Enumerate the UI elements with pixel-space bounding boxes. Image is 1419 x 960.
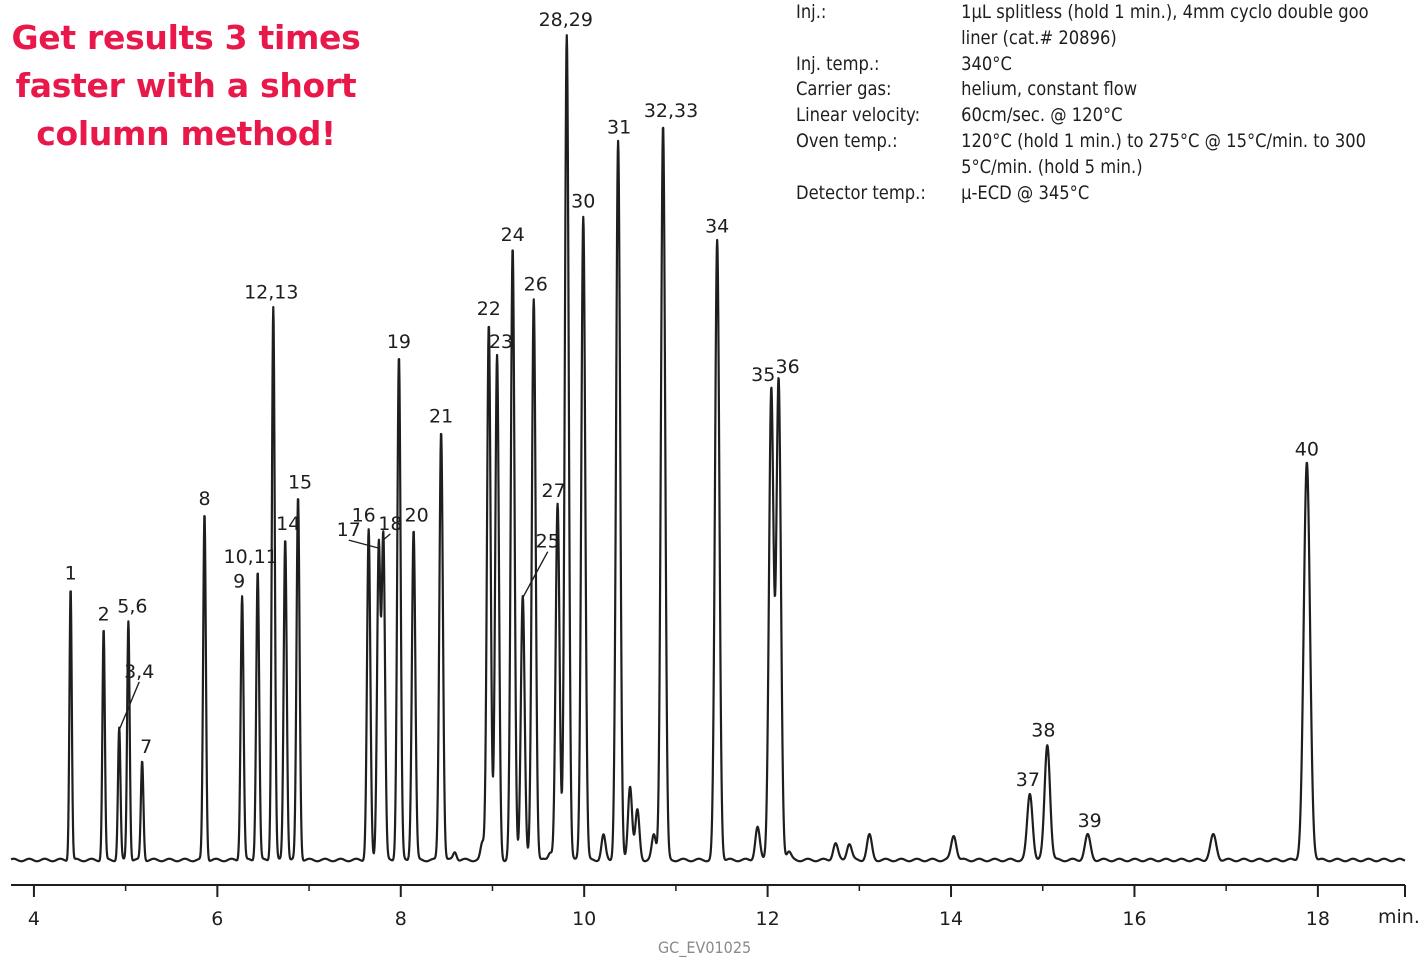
peak-label: 9: [233, 571, 245, 593]
peak-label: 3,4: [124, 661, 154, 683]
peak-label: 35: [751, 364, 775, 386]
condition-row: liner (cat.# 20896): [796, 26, 1369, 52]
peak-leader-line: [118, 681, 140, 731]
condition-label: Inj.:: [796, 1, 827, 23]
peak-label: 40: [1295, 439, 1319, 461]
headline-line-1: Get results 3 times: [11, 18, 361, 57]
peak-label: 24: [501, 224, 525, 246]
x-tick-label: 12: [756, 908, 780, 930]
condition-row: Linear velocity: 60cm/sec. @ 120°C: [796, 103, 1369, 129]
peak-label: 30: [571, 191, 595, 213]
conditions-table: Inj.: 1µL splitless (hold 1 min.), 4mm cy…: [796, 0, 1369, 206]
condition-label: Detector temp.:: [796, 181, 926, 204]
condition-value: 5°C/min. (hold 5 min.): [961, 155, 1143, 178]
condition-label: Carrier gas:: [796, 78, 892, 101]
condition-label: Inj. temp.:: [796, 52, 880, 75]
peak-label: 18: [378, 513, 402, 535]
peak-label: 26: [524, 273, 548, 295]
x-tick-label: 6: [211, 908, 223, 930]
peak-leader-line: [382, 533, 391, 541]
peak-label: 34: [705, 216, 729, 238]
x-tick-label: 18: [1306, 908, 1330, 930]
peak-label: 1: [65, 562, 77, 584]
peak-label: 21: [429, 405, 453, 427]
headline-line-3: column method!: [36, 114, 336, 153]
peak-label: 2: [98, 604, 110, 626]
peak-label: 22: [477, 298, 501, 320]
peak-label: 17: [337, 519, 361, 541]
peak-label: 31: [607, 116, 631, 138]
x-tick-label: 14: [939, 908, 963, 930]
condition-row: Carrier gas: helium, constant flow: [796, 77, 1369, 103]
x-axis: 4 6 8 10 12 14 16 18: [11, 884, 1406, 930]
peak-label: 16: [352, 505, 376, 527]
peak-label: 7: [140, 736, 152, 758]
peak-leader-line: [522, 551, 549, 599]
condition-row: Detector temp.: µ-ECD @ 345°C: [796, 181, 1369, 207]
condition-value: helium, constant flow: [961, 78, 1138, 101]
peak-label: 5,6: [117, 595, 147, 617]
condition-value: 60cm/sec. @ 120°C: [961, 104, 1123, 127]
condition-label: Linear velocity:: [796, 104, 921, 127]
x-tick-label: 10: [572, 908, 596, 930]
x-tick-label: 4: [28, 908, 40, 930]
peak-label: 38: [1031, 719, 1055, 741]
peak-label: 10,11: [223, 546, 277, 568]
headline: Get results 3 times faster with a short …: [6, 14, 366, 158]
peak-label: 28,29: [539, 9, 593, 31]
peak-label: 14: [276, 513, 300, 535]
x-tick-label: 8: [395, 908, 407, 930]
condition-row: Oven temp.: 120°C (hold 1 min.) to 275°C …: [796, 129, 1369, 155]
condition-row: Inj. temp.: 340°C: [796, 52, 1369, 78]
chromatogram-trace: [10, 34, 1406, 863]
condition-label: Oven temp.:: [796, 129, 898, 152]
condition-row: 5°C/min. (hold 5 min.): [796, 155, 1369, 181]
condition-value: liner (cat.# 20896): [961, 26, 1117, 49]
x-tick-label: 16: [1122, 908, 1146, 930]
peak-label: 37: [1016, 769, 1040, 791]
headline-line-2: faster with a short: [15, 66, 357, 105]
condition-row: Inj.: 1µL splitless (hold 1 min.), 4mm cy…: [796, 0, 1369, 26]
peak-label: 20: [405, 505, 429, 527]
peak-leader-line: [348, 539, 379, 549]
peak-label: 32,33: [644, 100, 698, 122]
peak-label: 39: [1078, 810, 1102, 832]
peak-label: 15: [288, 472, 312, 494]
condition-value: µ-ECD @ 345°C: [961, 181, 1090, 204]
peak-label: 25: [536, 531, 560, 553]
peak-label: 27: [542, 480, 566, 502]
peak-label: 8: [198, 488, 210, 510]
condition-value: 1µL splitless (hold 1 min.), 4mm cyclo d…: [961, 1, 1369, 23]
condition-value: 120°C (hold 1 min.) to 275°C @ 15°C/min.…: [961, 129, 1367, 152]
peak-label: 12,13: [244, 282, 298, 304]
condition-value: 340°C: [961, 52, 1012, 75]
peak-label: 23: [489, 331, 513, 353]
x-axis-label: min.: [1378, 906, 1419, 928]
peak-label: 36: [776, 356, 800, 378]
image-code: GC_EV01025: [658, 938, 752, 957]
peak-label: 19: [387, 331, 411, 353]
